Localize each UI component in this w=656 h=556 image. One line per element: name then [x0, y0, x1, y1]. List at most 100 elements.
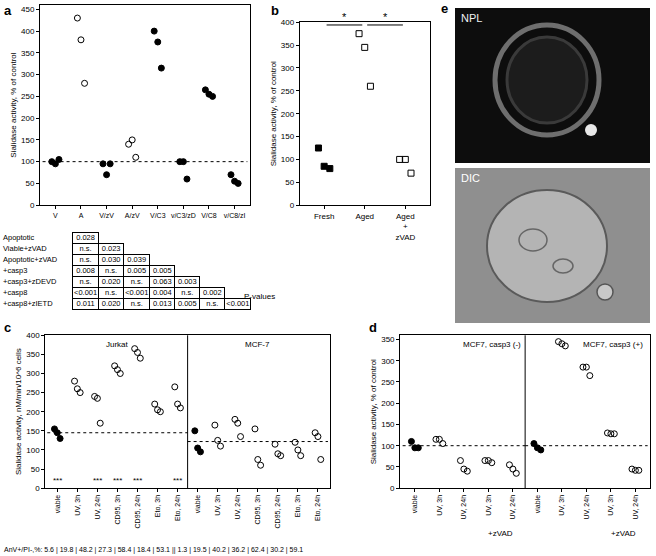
html-text:DIC: DIC	[461, 172, 480, 184]
svg-text:v/C3/zD: v/C3/zD	[171, 212, 196, 219]
svg-text:UV, 24h: UV, 24h	[583, 495, 590, 520]
svg-text:50: 50	[31, 465, 40, 474]
svg-text:100: 100	[281, 155, 295, 164]
svg-text:UV, 3h: UV, 3h	[607, 495, 614, 516]
svg-text:UV, 3h: UV, 3h	[214, 495, 221, 516]
svg-text:Eto, 3h: Eto, 3h	[294, 495, 301, 517]
svg-text:400: 400	[26, 331, 40, 340]
svg-text:MCF-7: MCF-7	[245, 340, 270, 349]
svg-text:250: 250	[26, 388, 40, 397]
svg-text:350: 350	[26, 350, 40, 359]
svg-text:*: *	[342, 11, 347, 23]
svg-text:100: 100	[21, 157, 35, 166]
svg-text:viable: viable	[534, 495, 541, 513]
svg-text:150: 150	[381, 420, 395, 429]
svg-text:400: 400	[281, 18, 295, 27]
svg-text:150: 150	[281, 132, 295, 141]
svg-text:Jurkat: Jurkat	[106, 340, 129, 349]
svg-text:50: 50	[386, 463, 395, 472]
svg-text:UV, 24h: UV, 24h	[460, 495, 467, 520]
html-text:0.023: 0.023	[101, 244, 121, 253]
svg-text:CD95, 24h: CD95, 24h	[134, 495, 141, 529]
svg-text:*: *	[383, 11, 388, 23]
svg-text:50: 50	[26, 179, 35, 188]
svg-text:MCF7, casp3 (+): MCF7, casp3 (+)	[583, 340, 643, 349]
html-text:Viable+zVAD: Viable+zVAD	[3, 244, 47, 253]
svg-text:V/C8: V/C8	[201, 212, 217, 219]
svg-text:Sialidase activity, % of contr: Sialidase activity, % of control	[369, 359, 378, 464]
svg-text:Sialidase activity, nM/min/10^: Sialidase activity, nM/min/10^6 cells	[14, 348, 23, 475]
svg-text:200: 200	[21, 114, 35, 123]
svg-text:***: ***	[53, 476, 62, 485]
svg-text:***: ***	[173, 476, 182, 485]
svg-text:***: ***	[133, 476, 142, 485]
svg-text:d: d	[369, 320, 377, 335]
svg-text:CD95, 3h: CD95, 3h	[254, 495, 261, 525]
svg-text:250: 250	[381, 378, 395, 387]
svg-text:viable: viable	[411, 495, 418, 513]
svg-text:***: ***	[113, 476, 122, 485]
svg-text:Aged+zVAD: Aged+zVAD	[395, 212, 415, 242]
svg-text:V/C3: V/C3	[150, 212, 166, 219]
svg-text:Sialidase activity, % of contr: Sialidase activity, % of control	[269, 61, 278, 166]
svg-text:CD95, 3h: CD95, 3h	[114, 495, 121, 525]
html-text:Apoptotic: Apoptotic	[3, 233, 35, 242]
svg-text:300: 300	[281, 64, 295, 73]
svg-text:V/zV: V/zV	[99, 212, 114, 219]
svg-text:450: 450	[21, 5, 35, 14]
svg-text:Aged: Aged	[355, 212, 374, 221]
svg-text:+zVAD: +zVAD	[488, 529, 513, 538]
html-text:0.028: 0.028	[76, 233, 95, 242]
svg-text:250: 250	[281, 87, 295, 96]
svg-text:***: ***	[93, 476, 102, 485]
svg-text:UV, 24h: UV, 24h	[509, 495, 516, 520]
svg-text:A: A	[79, 212, 84, 219]
svg-text:UV, 3h: UV, 3h	[485, 495, 492, 516]
html-text:NPL: NPL	[461, 12, 483, 24]
svg-text:UV, 3h: UV, 3h	[74, 495, 81, 516]
svg-text:Eto, 3h: Eto, 3h	[154, 495, 161, 517]
svg-text:Eto, 24h: Eto, 24h	[314, 495, 321, 521]
svg-text:c: c	[4, 320, 11, 335]
svg-text:MCF7, casp3 (-): MCF7, casp3 (-)	[463, 340, 521, 349]
svg-text:AnV+/PI-,%: 5.6 | 19.8 | 48.2: AnV+/PI-,%: 5.6 | 19.8 | 48.2 | 27.3 | 5…	[4, 546, 303, 554]
svg-text:0: 0	[35, 484, 40, 493]
svg-text:400: 400	[21, 27, 35, 36]
svg-text:v/C8/zI: v/C8/zI	[224, 212, 246, 219]
svg-text:Sialidase activity, % of contr: Sialidase activity, % of control	[9, 52, 18, 157]
svg-text:200: 200	[26, 408, 40, 417]
svg-text:0: 0	[290, 201, 295, 210]
svg-text:0: 0	[30, 201, 35, 210]
svg-text:UV, 24h: UV, 24h	[234, 495, 241, 520]
svg-text:300: 300	[381, 357, 395, 366]
svg-text:UV, 24h: UV, 24h	[94, 495, 101, 520]
svg-text:350: 350	[381, 335, 395, 344]
svg-text:A/zV: A/zV	[125, 212, 140, 219]
svg-text:UV, 24h: UV, 24h	[632, 495, 639, 520]
svg-text:a: a	[4, 3, 12, 18]
svg-text:CD95, 24h: CD95, 24h	[274, 495, 281, 529]
svg-text:100: 100	[26, 446, 40, 455]
svg-text:+zVAD: +zVAD	[611, 529, 636, 538]
html-text:n.s.: n.s.	[79, 244, 92, 253]
svg-text:100: 100	[381, 441, 395, 450]
svg-text:350: 350	[21, 49, 35, 58]
svg-text:350: 350	[281, 41, 295, 50]
svg-text:50: 50	[285, 178, 294, 187]
svg-text:UV, 3h: UV, 3h	[558, 495, 565, 516]
svg-text:UV, 3h: UV, 3h	[436, 495, 443, 516]
svg-text:viable: viable	[54, 495, 61, 513]
svg-text:0: 0	[390, 484, 395, 493]
svg-text:150: 150	[21, 136, 35, 145]
svg-text:viable: viable	[194, 495, 201, 513]
svg-text:b: b	[271, 3, 279, 18]
svg-text:250: 250	[21, 92, 35, 101]
svg-text:150: 150	[26, 427, 40, 436]
svg-text:Eto, 24h: Eto, 24h	[174, 495, 181, 521]
svg-text:300: 300	[26, 369, 40, 378]
svg-text:200: 200	[381, 399, 395, 408]
svg-text:300: 300	[21, 70, 35, 79]
svg-text:Fresh: Fresh	[314, 212, 334, 221]
svg-text:200: 200	[281, 110, 295, 119]
svg-text:V: V	[53, 212, 58, 219]
